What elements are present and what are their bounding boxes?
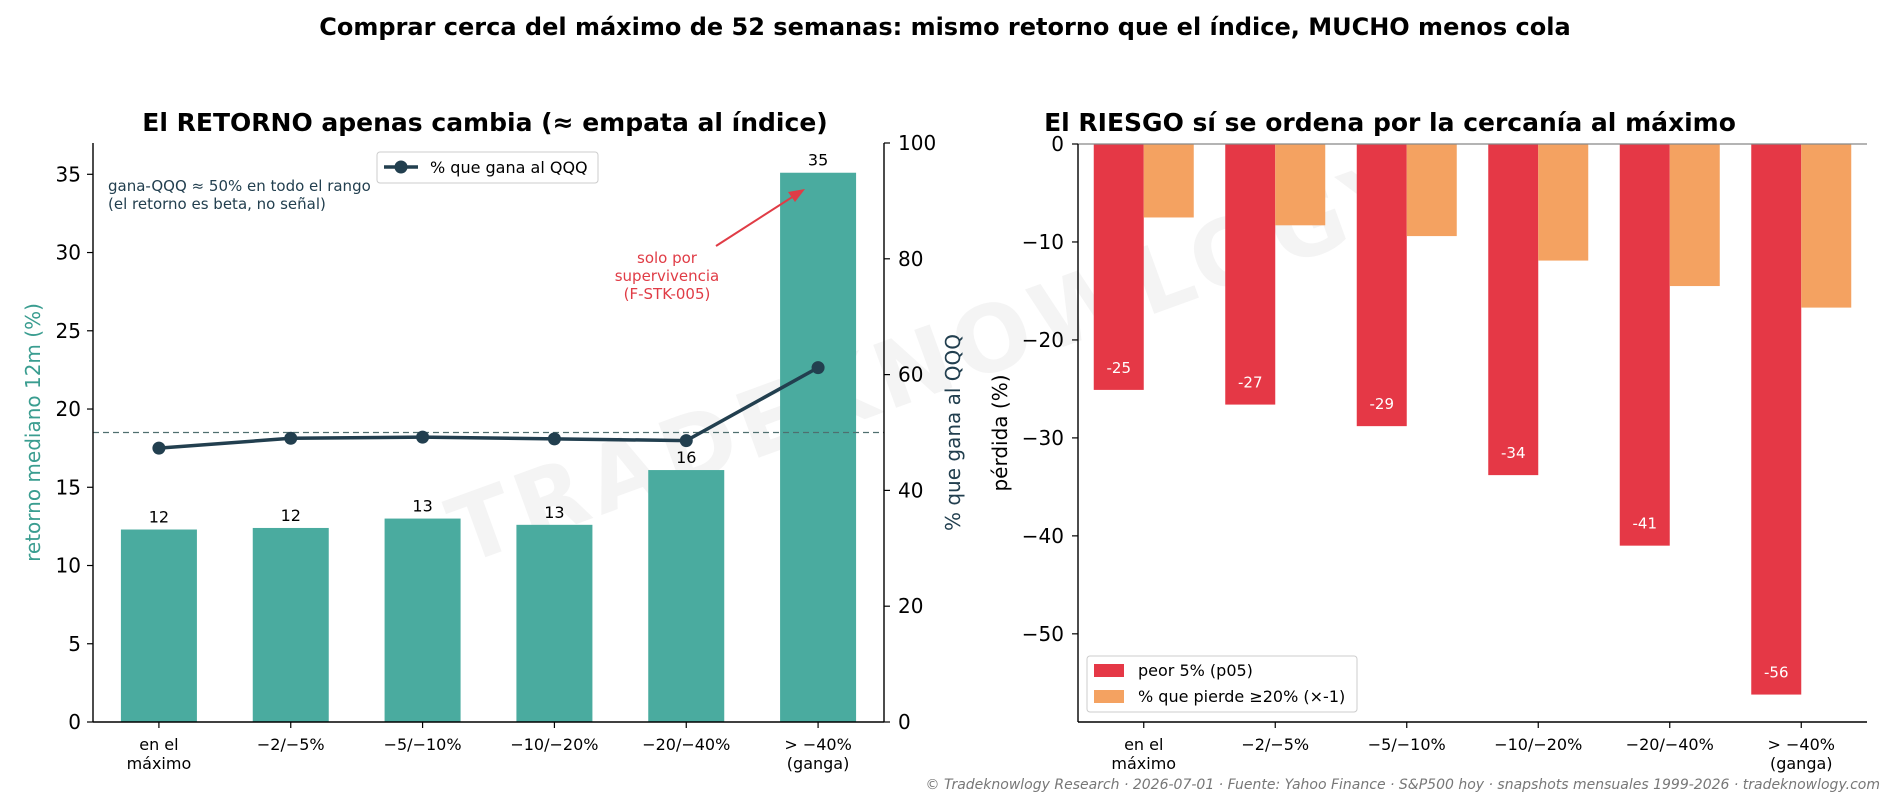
x-tick-label: > −40% <box>784 735 851 754</box>
left-y-tick-label: 25 <box>56 319 81 343</box>
right-y-tick-label: 100 <box>898 131 936 155</box>
loss20-bar <box>1538 144 1589 261</box>
x-tick-label: (ganga) <box>1770 754 1833 773</box>
return-bar <box>516 524 593 722</box>
p05-bar-label: -29 <box>1370 395 1395 413</box>
annotation-text: gana-QQQ ≈ 50% en todo el rango <box>108 177 371 195</box>
right-chart-y-axis-label: pérdida (%) <box>988 374 1012 491</box>
p05-bar <box>1093 144 1144 390</box>
right-chart-title: El RIESGO sí se ordena por la cercanía a… <box>1044 108 1736 137</box>
loss20-bar <box>1669 144 1720 287</box>
left-chart: El RETORNO apenas cambia (≈ empata al ín… <box>21 108 965 773</box>
left-y-tick-label: 0 <box>68 710 81 734</box>
annotation-text: (F-STK-005) <box>624 285 711 303</box>
beat-qqq-line <box>158 366 819 450</box>
p05-bar-label: -25 <box>1107 359 1132 377</box>
right-y-tick-label: 20 <box>898 594 923 618</box>
x-tick-label: (ganga) <box>787 754 850 773</box>
left-chart-title: El RETORNO apenas cambia (≈ empata al ín… <box>142 108 827 137</box>
return-bar <box>384 518 461 722</box>
right-y-tick-label: 0 <box>898 710 911 734</box>
return-bar <box>120 529 197 722</box>
right-y-tick-label: 40 <box>898 478 923 502</box>
beat-qqq-point <box>547 432 561 446</box>
annotation-arrow <box>715 193 798 247</box>
left-y-tick-label: 15 <box>56 475 81 499</box>
return-bar <box>780 172 857 723</box>
left-y-tick-label: 35 <box>56 162 81 186</box>
y-tick-label: −30 <box>1022 426 1064 450</box>
right-legend: peor 5% (p05) % que pierde ≥20% (×-1) <box>1086 655 1358 713</box>
x-tick-label: en el <box>139 735 178 754</box>
p05-bar <box>1619 144 1670 546</box>
right-y-tick-label: 60 <box>898 363 923 387</box>
x-tick-label: en el <box>1124 735 1163 754</box>
annotation-text: supervivencia <box>615 267 720 285</box>
x-tick-label: máximo <box>127 754 192 773</box>
x-tick-label: −20/−40% <box>642 735 730 754</box>
figure-title: Comprar cerca del máximo de 52 semanas: … <box>319 13 1570 41</box>
left-legend: % que gana al QQQ <box>376 151 599 184</box>
p05-bar-label: -34 <box>1501 444 1526 462</box>
left-y-tick-label: 20 <box>56 397 81 421</box>
left-y-tick-label: 10 <box>56 554 81 578</box>
x-tick-label: > −40% <box>1768 735 1835 754</box>
return-bar <box>252 527 329 722</box>
return-bar-label: 12 <box>149 508 169 527</box>
x-tick-label: −10/−20% <box>1494 735 1582 754</box>
x-tick-label: −2/−5% <box>257 735 325 754</box>
annotation-text: (el retorno es beta, no señal) <box>108 195 326 213</box>
y-tick-label: 0 <box>1051 132 1064 156</box>
loss20-bar <box>1275 144 1326 226</box>
return-bar-label: 16 <box>676 448 696 467</box>
legend-label: peor 5% (p05) <box>1138 661 1253 680</box>
return-bar-label: 13 <box>412 497 432 516</box>
x-tick-label: máximo <box>1111 754 1176 773</box>
loss20-bar <box>1143 144 1194 218</box>
p05-bar <box>1225 144 1276 405</box>
return-bar <box>648 470 725 722</box>
left-y-axis-label: retorno mediano 12m (%) <box>21 303 45 562</box>
p05-bar-label: -41 <box>1633 515 1658 533</box>
return-bar-label: 12 <box>281 506 301 525</box>
right-y-tick-label: 80 <box>898 247 923 271</box>
p05-bar <box>1488 144 1539 476</box>
p05-bar-label: -56 <box>1764 664 1789 682</box>
p05-bar <box>1356 144 1407 427</box>
y-tick-label: −40 <box>1022 524 1064 548</box>
right-y-axis-label: % que gana al QQQ <box>941 334 965 531</box>
footer-credits: © Tradeknowlogy Research · 2026-07-01 · … <box>926 777 1880 793</box>
right-chart: El RIESGO sí se ordena por la cercanía a… <box>988 108 1867 773</box>
beat-qqq-point <box>284 431 298 445</box>
return-bar-label: 13 <box>544 503 564 522</box>
beat-qqq-point <box>416 430 430 444</box>
y-tick-label: −10 <box>1022 230 1064 254</box>
left-y-tick-label: 30 <box>56 241 81 265</box>
p05-bar-label: -27 <box>1238 374 1263 392</box>
y-tick-label: −20 <box>1022 328 1064 352</box>
beat-qqq-point <box>679 434 693 448</box>
legend-label: % que gana al QQQ <box>430 158 588 177</box>
x-tick-label: −2/−5% <box>1241 735 1309 754</box>
loss20-bar <box>1801 144 1852 308</box>
return-bar-label: 35 <box>808 151 828 170</box>
legend-label: % que pierde ≥20% (×-1) <box>1138 687 1345 706</box>
x-tick-label: −20/−40% <box>1626 735 1714 754</box>
beat-qqq-point <box>811 361 825 375</box>
annotation-text: solo por <box>637 249 698 267</box>
p05-bar <box>1751 144 1802 695</box>
left-y-tick-label: 5 <box>68 632 81 656</box>
x-tick-label: −5/−10% <box>1368 735 1446 754</box>
x-tick-label: −5/−10% <box>384 735 462 754</box>
loss20-bar <box>1406 144 1457 237</box>
x-tick-label: −10/−20% <box>510 735 598 754</box>
annotation-arrowhead <box>788 189 805 202</box>
beat-qqq-point <box>152 441 166 455</box>
y-tick-label: −50 <box>1022 622 1064 646</box>
